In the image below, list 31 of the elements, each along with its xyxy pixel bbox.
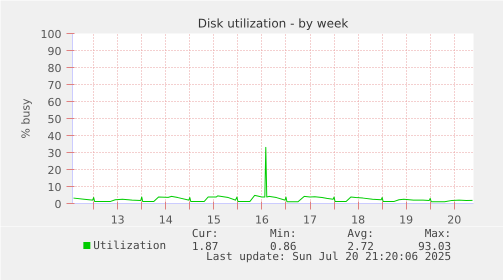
y-tick-label: 10 [48,181,62,194]
text: 2.72 [347,240,374,253]
text: Max: [424,227,452,240]
y-tick-label: 60 [48,96,62,109]
x-tick-label: 18 [351,214,366,226]
y-tick-label: 40 [48,130,62,143]
text: 0.86 [270,240,297,253]
y-axis-title: % busy [20,98,33,139]
y-tick-label: 30 [48,147,62,160]
x-tick-label: 14 [158,214,173,226]
x-tick-label: 15 [206,214,221,226]
x-tick-label: 17 [303,214,318,226]
y-tick-label: 90 [48,45,62,58]
x-tick-label: 16 [254,214,269,226]
x-tick-label: 20 [447,214,462,226]
x-tick-label: 13 [110,214,125,226]
y-tick-label: 100 [40,28,62,41]
text: Cur: [192,227,218,240]
text: Last update: Sun Jul 20 21:20:06 2025 [206,250,452,263]
text: Min: [270,227,297,240]
text: 93.03 [418,240,452,253]
x-tick-label: 19 [399,214,414,226]
y-tick-label: 50 [48,113,62,126]
chart-title: Disk utilization - by week [198,16,348,30]
y-tick-label: 20 [48,164,62,177]
text: 1.87 [192,240,218,253]
y-tick-label: 80 [48,62,62,75]
y-tick-label: 0 [54,198,62,211]
y-tick-label: 70 [48,79,62,92]
text: Avg: [347,227,374,240]
legend-label: Utilization [93,239,166,252]
